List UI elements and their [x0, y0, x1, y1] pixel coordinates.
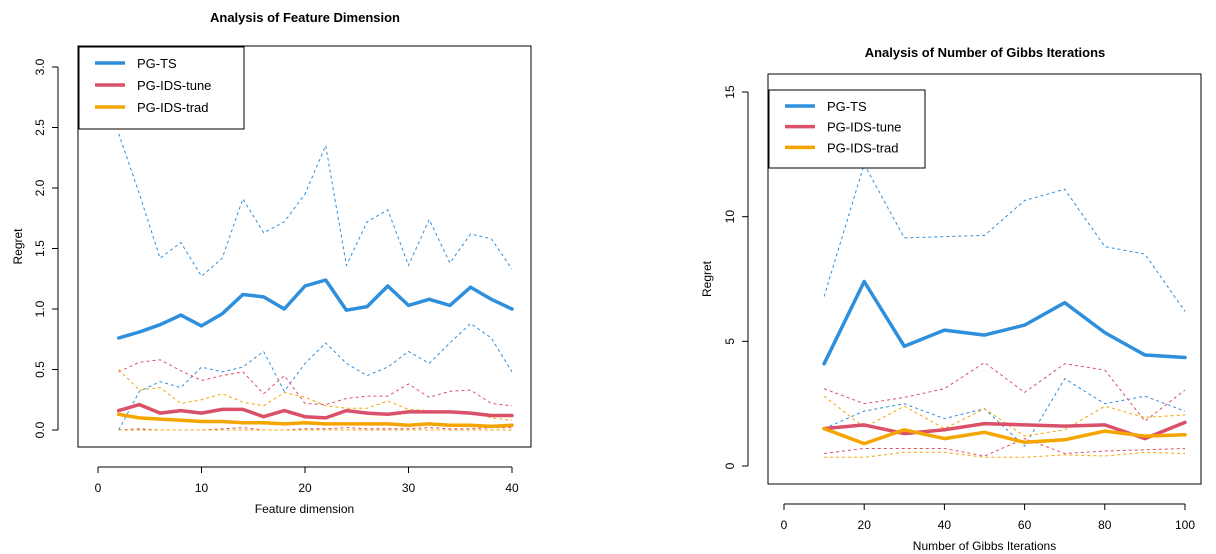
x-tick-label: 100 — [1175, 518, 1195, 532]
series-upper-bound-line — [118, 359, 513, 407]
x-tick-label: 40 — [938, 518, 952, 532]
y-tick-label: 1.5 — [33, 240, 47, 257]
legend: PG-TS PG-IDS-tune PG-IDS-trad — [78, 46, 245, 130]
y-tick-label: 3.0 — [33, 58, 47, 75]
series-mean-line — [822, 279, 1187, 366]
y-tick-label: 0 — [723, 462, 737, 469]
chart-title: Analysis of Number of Gibbs Iterations — [865, 45, 1106, 60]
y-tick-label: 5 — [723, 338, 737, 345]
x-tick-label: 0 — [781, 518, 788, 532]
y-tick-label: 2.5 — [33, 119, 47, 136]
x-tick-label: 20 — [298, 481, 312, 495]
y-tick-label: 15 — [723, 85, 737, 99]
x-tick-label: 40 — [505, 481, 519, 495]
series-lower-bound-line — [118, 427, 512, 431]
x-tick-label: 10 — [195, 481, 209, 495]
series-lower-bound-line — [118, 322, 513, 431]
x-tick-label: 0 — [95, 481, 102, 495]
series-upper-bound-line — [823, 361, 1186, 422]
plot-frame — [767, 73, 1202, 485]
legend-label: PG-IDS-tune — [137, 78, 211, 93]
legend-box — [78, 46, 245, 130]
series-upper-bound-line — [823, 163, 1186, 312]
series-mean-line — [116, 402, 514, 420]
legend-label: PG-IDS-trad — [137, 100, 209, 115]
x-tick-label: 80 — [1098, 518, 1112, 532]
legend: PG-TS PG-IDS-tune PG-IDS-trad — [768, 89, 926, 169]
panel-gibbs-iterations: Analysis of Number of Gibbs Iterations 0 2… — [700, 45, 1202, 553]
series-mean-line — [822, 420, 1187, 441]
series-pg-ids-tune — [118, 359, 513, 431]
x-axis-label: Number of Gibbs Iterations — [913, 539, 1056, 553]
y-tick-label: 0.5 — [33, 361, 47, 378]
legend-label: PG-IDS-tune — [827, 120, 901, 135]
series-lower-bound-line — [824, 451, 1186, 458]
series-upper-bound-line — [823, 395, 1186, 437]
y-tick-label: 10 — [723, 210, 737, 224]
panel-feature-dimension: Analysis of Feature Dimension 0 10 20 30 40 0.… — [11, 10, 532, 516]
legend-label: PG-TS — [827, 99, 867, 114]
y-axis-label: Regret — [700, 260, 714, 297]
legend-label: PG-IDS-trad — [827, 140, 899, 155]
legend-label: PG-TS — [137, 56, 177, 71]
series-mean-line — [116, 412, 514, 429]
y-axis-label: Regret — [11, 228, 25, 265]
series-pg-ts — [118, 133, 513, 431]
chart-title: Analysis of Feature Dimension — [210, 10, 400, 25]
y-tick-label: 1.0 — [33, 300, 47, 317]
y-tick-label: 0.0 — [33, 421, 47, 438]
series-upper-bound-line — [118, 133, 513, 278]
legend-box — [768, 89, 926, 169]
y-tick-label: 2.0 — [33, 179, 47, 196]
x-tick-label: 60 — [1018, 518, 1032, 532]
x-tick-label: 20 — [858, 518, 872, 532]
series-mean-line — [116, 278, 514, 340]
series-mean-line — [822, 426, 1187, 446]
series-pg-ids-tune — [823, 361, 1186, 457]
series-pg-ts — [823, 163, 1186, 447]
series-pg-ids-trad — [823, 395, 1186, 458]
x-tick-label: 30 — [402, 481, 416, 495]
series-lower-bound-line — [824, 438, 1186, 457]
x-axis-label: Feature dimension — [255, 502, 354, 516]
plot-frame — [77, 45, 532, 448]
